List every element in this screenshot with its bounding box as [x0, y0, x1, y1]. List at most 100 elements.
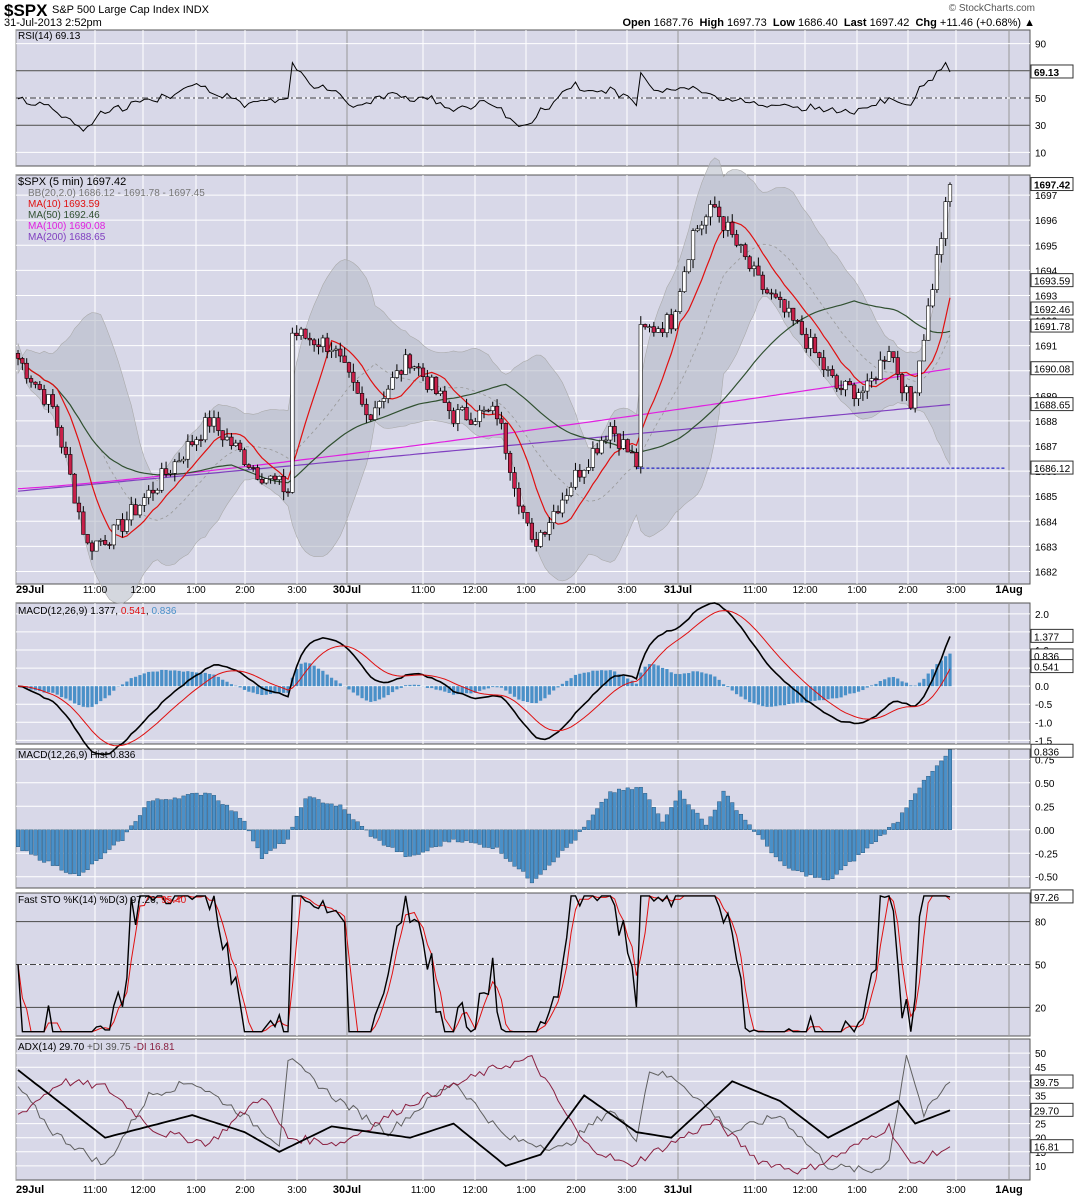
macd-hist-bar — [913, 685, 917, 687]
macd-hist-bar — [626, 678, 630, 687]
hist-value-tag — [1030, 743, 1074, 758]
candle-body — [699, 224, 704, 230]
macd-hist-bar — [259, 829, 264, 859]
macd-hist-bar — [407, 829, 412, 857]
macd-hist-bar — [386, 686, 390, 696]
candle-body — [730, 221, 735, 235]
macd-hist-bar — [503, 829, 508, 859]
candle-body — [172, 461, 177, 474]
macd-hist-bar — [556, 686, 560, 688]
macd-hist-bar — [394, 829, 399, 852]
macd-hist-bar — [164, 799, 169, 830]
sto-tick-label: 80 — [1035, 918, 1047, 929]
macd-hist-bar — [381, 829, 386, 846]
macd-hist-bar — [730, 686, 734, 691]
macd-hist-bar — [133, 676, 138, 687]
macd-hist-bar — [146, 801, 151, 830]
macd-hist-bar — [809, 686, 813, 702]
macd-hist-bar — [582, 672, 586, 687]
adx-tick-label: 25 — [1035, 1120, 1047, 1131]
macd-hist-bar — [268, 686, 273, 694]
macd-hist-bar — [186, 671, 190, 687]
x-axis-label: 12:00 — [130, 1185, 155, 1196]
macd-hist-bar — [368, 829, 373, 837]
x-axis-label: 31Jul — [664, 584, 692, 596]
candle-body — [538, 532, 543, 547]
candle-body — [224, 436, 230, 441]
candle-body — [137, 505, 143, 516]
candle-body — [817, 352, 822, 358]
macd-hist-bar — [634, 787, 639, 830]
candle-body — [599, 440, 604, 454]
x-axis-label: 1:00 — [847, 1185, 867, 1196]
macd-hist-bar — [129, 825, 134, 830]
candle-body — [333, 348, 339, 351]
macd-hist-bar — [695, 812, 700, 830]
candle-body — [329, 349, 334, 352]
x-axis-label: 11:00 — [83, 1185, 108, 1196]
candle-body — [268, 475, 273, 479]
macd-hist-bar — [207, 793, 212, 830]
macd-hist-bar — [477, 829, 482, 845]
candle-body — [590, 448, 595, 468]
macd-hist-bar — [255, 686, 260, 695]
macd-hist-bar — [939, 660, 943, 687]
macd-hist-bar — [155, 671, 159, 687]
candle-body — [921, 339, 926, 362]
candle-body — [24, 362, 29, 379]
x-axis-label: 31Jul — [664, 1184, 692, 1196]
macd-hist-bar — [512, 829, 517, 867]
candle-body — [481, 409, 487, 412]
candle-body — [764, 289, 770, 294]
security-name: S&P 500 Large Cap Index INDX — [52, 4, 209, 16]
rsi-tick-label: 90 — [1035, 40, 1047, 51]
candle-body — [203, 417, 208, 441]
x-axis-label: 2:00 — [235, 585, 255, 596]
price-value-tag-label: 1686.12 — [1034, 464, 1071, 475]
candle-body — [756, 265, 761, 276]
macd-hist-bar — [917, 787, 922, 830]
macd-hist-bar — [76, 829, 81, 876]
macd-hist-bar — [747, 824, 752, 830]
macd-hist-bar — [652, 664, 656, 687]
macd-hist-bar — [399, 829, 404, 852]
x-axis-label: 11:00 — [83, 585, 108, 596]
x-axis-label: 12:00 — [792, 1185, 817, 1196]
price-tick-label: 1688 — [1035, 417, 1058, 428]
x-axis-label: 3:00 — [287, 585, 307, 596]
macd-hist-bar — [447, 829, 452, 843]
candle-body — [290, 332, 295, 493]
candle-body — [120, 519, 125, 532]
macd-hist-bar — [425, 686, 429, 688]
macd-hist-bar — [891, 823, 896, 830]
candle-body — [786, 307, 791, 313]
macd-hist-bar — [617, 674, 621, 687]
macd-hist-bar — [142, 673, 146, 687]
macd-hist-bar — [669, 807, 674, 830]
x-axis-label: 1:00 — [186, 1185, 206, 1196]
macd-hist-bar — [185, 794, 190, 830]
candle-body — [769, 292, 774, 295]
macd-hist-bar — [752, 686, 756, 704]
candle-body — [799, 321, 805, 335]
candle-body — [346, 362, 352, 373]
macd-hist-bar — [599, 670, 604, 687]
macd-hist-bar — [360, 686, 364, 699]
macd-hist-bar — [86, 686, 90, 708]
macd-signal-line — [17, 610, 951, 747]
candle-body — [904, 386, 909, 394]
price-value-tag — [1030, 301, 1074, 316]
candle-body — [629, 451, 635, 454]
macd-hist-bar — [547, 686, 551, 695]
candle-body — [551, 511, 556, 523]
macd-hist-bar — [748, 686, 752, 703]
price-legend: $SPX (5 min) 1697.42 — [18, 176, 127, 188]
ma10-legend: MA(10) 1693.59 — [28, 199, 100, 210]
ma200-line — [17, 404, 951, 492]
macd-hist-bar — [255, 829, 260, 849]
macd-hist-bar — [38, 686, 42, 692]
macd-hist-bar — [495, 686, 499, 688]
candle-body — [738, 244, 744, 246]
macd-hist-bar — [203, 792, 208, 830]
candle-body — [451, 410, 456, 424]
